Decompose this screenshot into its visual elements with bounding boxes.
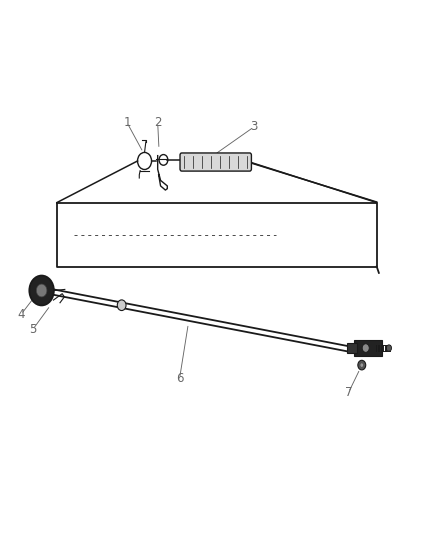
Circle shape: [362, 344, 369, 352]
Circle shape: [117, 300, 126, 311]
FancyBboxPatch shape: [180, 153, 251, 171]
Text: 6: 6: [176, 372, 184, 385]
FancyBboxPatch shape: [354, 341, 382, 356]
FancyBboxPatch shape: [347, 343, 357, 353]
Text: 2: 2: [154, 116, 162, 129]
Text: 3: 3: [251, 120, 258, 133]
Circle shape: [360, 363, 364, 367]
Text: 4: 4: [17, 308, 25, 321]
Circle shape: [358, 360, 366, 370]
Text: 7: 7: [345, 386, 353, 399]
Text: 5: 5: [29, 323, 36, 336]
Circle shape: [29, 276, 54, 305]
Text: 1: 1: [123, 116, 131, 129]
Circle shape: [36, 284, 47, 297]
Circle shape: [386, 345, 392, 351]
